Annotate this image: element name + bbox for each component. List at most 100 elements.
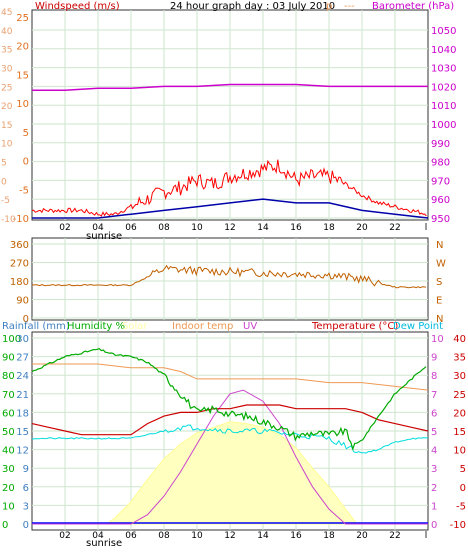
barometer-tick-label: 980: [431, 158, 450, 169]
windspeed-alt-tick-label: 5: [1, 159, 7, 169]
solar-title: Solar: [122, 321, 148, 332]
windspeed-line: [31, 159, 427, 217]
windspeed-alt-tick-label: 15: [1, 121, 12, 131]
rainfall-tick-label: 6: [23, 483, 29, 494]
series-layer: [31, 83, 429, 525]
temp-x-tick-label: 18: [323, 531, 335, 541]
temperature-tick-label: 25: [453, 390, 466, 401]
wind-average-line: [32, 198, 429, 219]
wind-x-tick-label: 16: [290, 223, 302, 233]
temp-x-tick-label: 14: [257, 531, 269, 541]
temperature-tick-label: 35: [453, 353, 466, 364]
temperature-tick-label: 15: [453, 427, 466, 438]
tick-labels: 1050104010301020101010009909809709609502…: [1, 8, 466, 541]
temperature-tick-label: 10: [453, 446, 466, 457]
dash-marker-text: ---: [344, 1, 355, 12]
humidity-tick-label: 0: [2, 520, 8, 531]
compass-tick-label: N: [436, 314, 443, 325]
humidity-tick-label: 60: [2, 408, 15, 419]
windspeed-tick-label: 20: [16, 42, 29, 53]
temp-x-tick-label: 22: [389, 531, 400, 541]
rainfall-tick-label: 15: [16, 427, 29, 438]
rainfall-tick-label: 12: [16, 446, 29, 457]
humidity-tick-label: 10: [2, 501, 15, 512]
barometer-line: [32, 83, 428, 91]
barometer-tick-label: 960: [431, 195, 450, 206]
indoor-temp-line: [32, 363, 429, 391]
temp-marker-text: p: [326, 1, 332, 12]
humidity-tick-label: 30: [2, 464, 15, 475]
barometer-tick-label: 1010: [431, 101, 456, 112]
windspeed-alt-tick-label: 40: [1, 27, 13, 37]
temperature-tick-label: 30: [453, 371, 466, 382]
windspeed-tick-label: -10: [13, 214, 29, 225]
chart-title: 24 hour graph day : 03 July 2010: [170, 1, 335, 12]
rainfall-tick-label: 0: [23, 520, 29, 531]
uv-title: UV: [243, 321, 257, 332]
temperature-title: Temperature (°C): [311, 321, 398, 332]
windspeed-alt-tick-label: 25: [1, 83, 12, 93]
compass-tick-label: S: [436, 277, 442, 288]
humidity-tick-label: 20: [2, 483, 15, 494]
windspeed-alt-tick-label: 30: [1, 64, 13, 74]
compass-tick-label: W: [436, 259, 446, 270]
wind-x-end-tick: l: [425, 223, 428, 233]
humidity-line: [31, 348, 427, 451]
uv-tick-label: 6: [431, 408, 437, 419]
temperature-tick-label: 5: [460, 464, 466, 475]
barometer-tick-label: 1020: [431, 82, 456, 93]
rainfall-title: Rainfall (mm): [2, 321, 70, 332]
temp-x-tick-label: 06: [125, 531, 137, 541]
humidity-tick-label: 100: [2, 334, 21, 345]
temperature-tick-label: 20: [453, 408, 466, 419]
uv-tick-label: 3: [431, 464, 437, 475]
wind-direction-line: [31, 264, 427, 289]
windspeed-alt-tick-label: 35: [1, 46, 12, 56]
temp-x-tick-label: 10: [191, 531, 203, 541]
barometer-tick-label: 1050: [431, 26, 456, 37]
humidity-tick-label: 70: [2, 390, 15, 401]
temperature-tick-label: -10: [450, 520, 466, 531]
direction-tick-label: 0: [23, 314, 29, 325]
dew-point-title: Dew Point: [393, 321, 443, 332]
direction-tick-label: 360: [10, 240, 29, 251]
temperature-line: [31, 404, 429, 436]
barometer-tick-label: 1030: [431, 64, 456, 75]
barometer-tick-label: 990: [431, 139, 450, 150]
uv-tick-label: 0: [431, 520, 437, 531]
windspeed-tick-label: -5: [19, 185, 29, 196]
temp-x-tick-label: 12: [224, 531, 235, 541]
temp-x-tick-label: 20: [356, 531, 368, 541]
windspeed-alt-tick-label: 10: [1, 140, 13, 150]
barometer-tick-label: 950: [431, 214, 450, 225]
uv-tick-label: 9: [431, 353, 437, 364]
wind-x-tick-label: 06: [125, 223, 137, 233]
windspeed-alt-tick-label: -5: [1, 196, 10, 206]
temp-x-tick-label: 08: [158, 531, 170, 541]
wind-x-tick-label: 08: [158, 223, 170, 233]
humidity-title: Humidity %: [67, 321, 125, 332]
indoor-temp-title: Indoor temp: [172, 321, 233, 332]
rainfall-tick-label: 18: [16, 408, 29, 419]
uv-tick-label: 5: [431, 427, 437, 438]
solar-area-fill: [32, 421, 428, 525]
windspeed-axis-title: Windspeed (m/s): [35, 1, 120, 12]
temp-x-end-tick: l: [425, 531, 428, 541]
humidity-tick-label: 80: [2, 371, 15, 382]
sunrise-label-bottom: sunrise: [86, 538, 122, 549]
wind-x-tick-label: 04: [92, 223, 104, 233]
barometer-axis-title: Barometer (hPa): [372, 1, 454, 12]
rainfall-tick-label: 3: [23, 501, 29, 512]
direction-tick-label: 180: [10, 277, 29, 288]
rainfall-tick-label: 21: [16, 390, 29, 401]
dew-point-line: [31, 424, 428, 454]
uv-line: [32, 389, 428, 525]
uv-tick-label: 7: [431, 390, 437, 401]
direction-tick-label: 270: [10, 259, 29, 270]
barometer-tick-label: 970: [431, 176, 450, 187]
temperature-tick-label: 40: [453, 334, 466, 345]
humidity-tick-label: 90: [2, 353, 15, 364]
windspeed-alt-tick-label: 20: [1, 102, 13, 112]
temp-x-tick-label: 04: [92, 531, 104, 541]
